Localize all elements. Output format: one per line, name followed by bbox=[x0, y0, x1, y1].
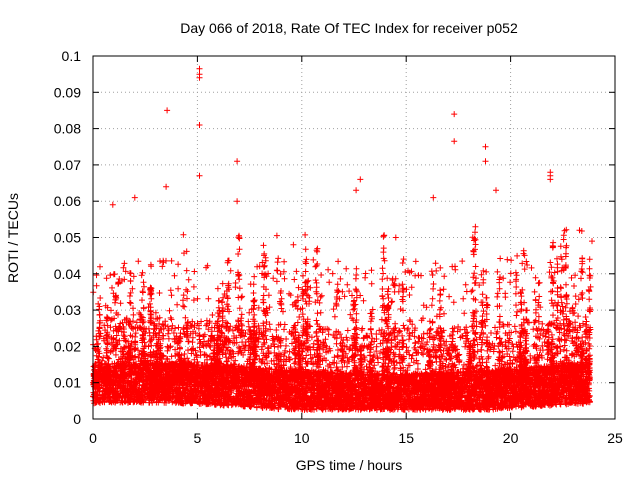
y-axis-label: ROTI / TECUs bbox=[5, 193, 21, 283]
y-tick-label: 0.06 bbox=[54, 193, 81, 209]
data-points bbox=[90, 65, 595, 413]
x-tick-label: 10 bbox=[294, 430, 310, 446]
y-tick-label: 0.01 bbox=[54, 375, 81, 391]
x-tick-label: 20 bbox=[503, 430, 519, 446]
y-tick-label: 0.02 bbox=[54, 338, 81, 354]
y-tick-label: 0.05 bbox=[54, 230, 81, 246]
x-tick-label: 15 bbox=[398, 430, 414, 446]
y-tick-label: 0.07 bbox=[54, 157, 81, 173]
scatter-points bbox=[90, 65, 595, 413]
chart-title: Day 066 of 2018, Rate Of TEC Index for r… bbox=[180, 20, 518, 36]
x-tick-labels: 0 5 10 15 20 25 bbox=[89, 430, 623, 446]
y-tick-label: 0.03 bbox=[54, 302, 81, 318]
y-tick-label: 0.1 bbox=[62, 48, 82, 64]
axis-ticks bbox=[92, 55, 616, 420]
y-tick-label: 0.08 bbox=[54, 121, 81, 137]
x-axis-label: GPS time / hours bbox=[296, 457, 403, 473]
x-tick-label: 25 bbox=[607, 430, 623, 446]
y-tick-label: 0.04 bbox=[54, 266, 81, 282]
y-tick-labels: 0 0.01 0.02 0.03 0.04 0.05 0.06 0.07 0.08 0.09 0.1 bbox=[54, 48, 81, 427]
y-tick-label: 0.09 bbox=[54, 84, 81, 100]
x-tick-label: 0 bbox=[89, 430, 97, 446]
x-tick-label: 5 bbox=[194, 430, 202, 446]
y-tick-label: 0 bbox=[73, 411, 81, 427]
